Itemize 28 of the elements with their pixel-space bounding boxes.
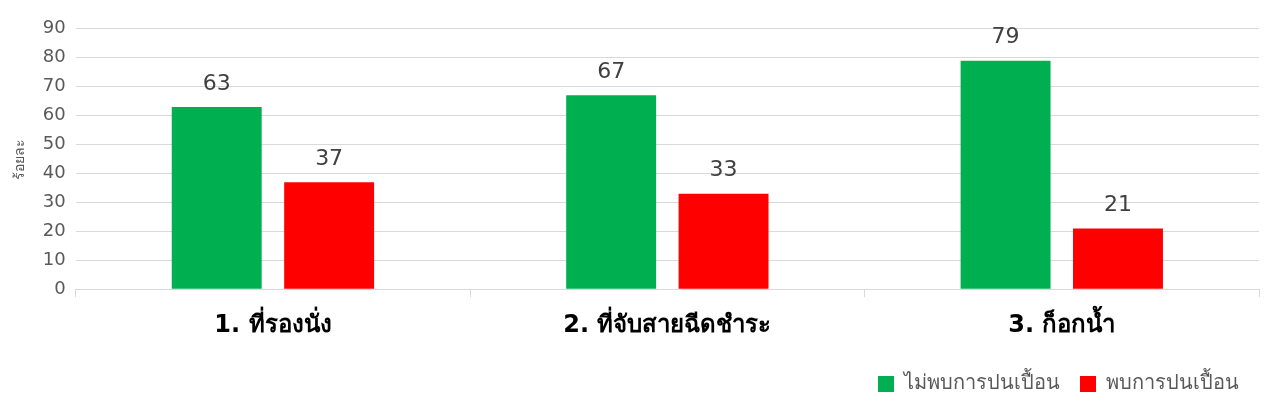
bar	[1073, 228, 1163, 289]
bar	[678, 193, 769, 289]
bar	[284, 182, 375, 289]
x-tick-label: 3. ก็อกน้ำ	[1008, 304, 1116, 338]
y-tick-label: 80	[42, 45, 66, 67]
data-label: 67	[597, 58, 626, 84]
y-tick-label: 0	[54, 276, 66, 298]
data-label: 79	[991, 23, 1020, 49]
data-label: 37	[315, 144, 344, 170]
y-tick-label: 10	[42, 247, 66, 269]
y-tick-label: 60	[42, 103, 66, 125]
bar	[171, 106, 262, 289]
x-tick-label: 2. ที่จับสายฉีดชำระ	[563, 305, 772, 338]
bar	[960, 60, 1051, 289]
data-label: 21	[1103, 191, 1132, 217]
legend-label: ไม่พบการปนเปื้อน	[902, 368, 1060, 395]
y-axis-title: ร้อยละ	[11, 138, 28, 180]
legend-label: พบการปนเปื้อน	[1106, 368, 1239, 395]
y-tick-label: 50	[42, 132, 66, 154]
y-tick-label: 20	[42, 219, 66, 241]
y-tick-label: 90	[42, 16, 66, 38]
x-tick-label: 1. ที่รองนั่ง	[214, 305, 332, 338]
data-label: 63	[202, 69, 231, 95]
y-tick-label: 30	[42, 190, 66, 212]
bar	[566, 95, 657, 289]
y-tick-label: 70	[42, 74, 66, 96]
y-tick-label: 40	[42, 161, 66, 183]
data-label: 33	[709, 156, 738, 182]
